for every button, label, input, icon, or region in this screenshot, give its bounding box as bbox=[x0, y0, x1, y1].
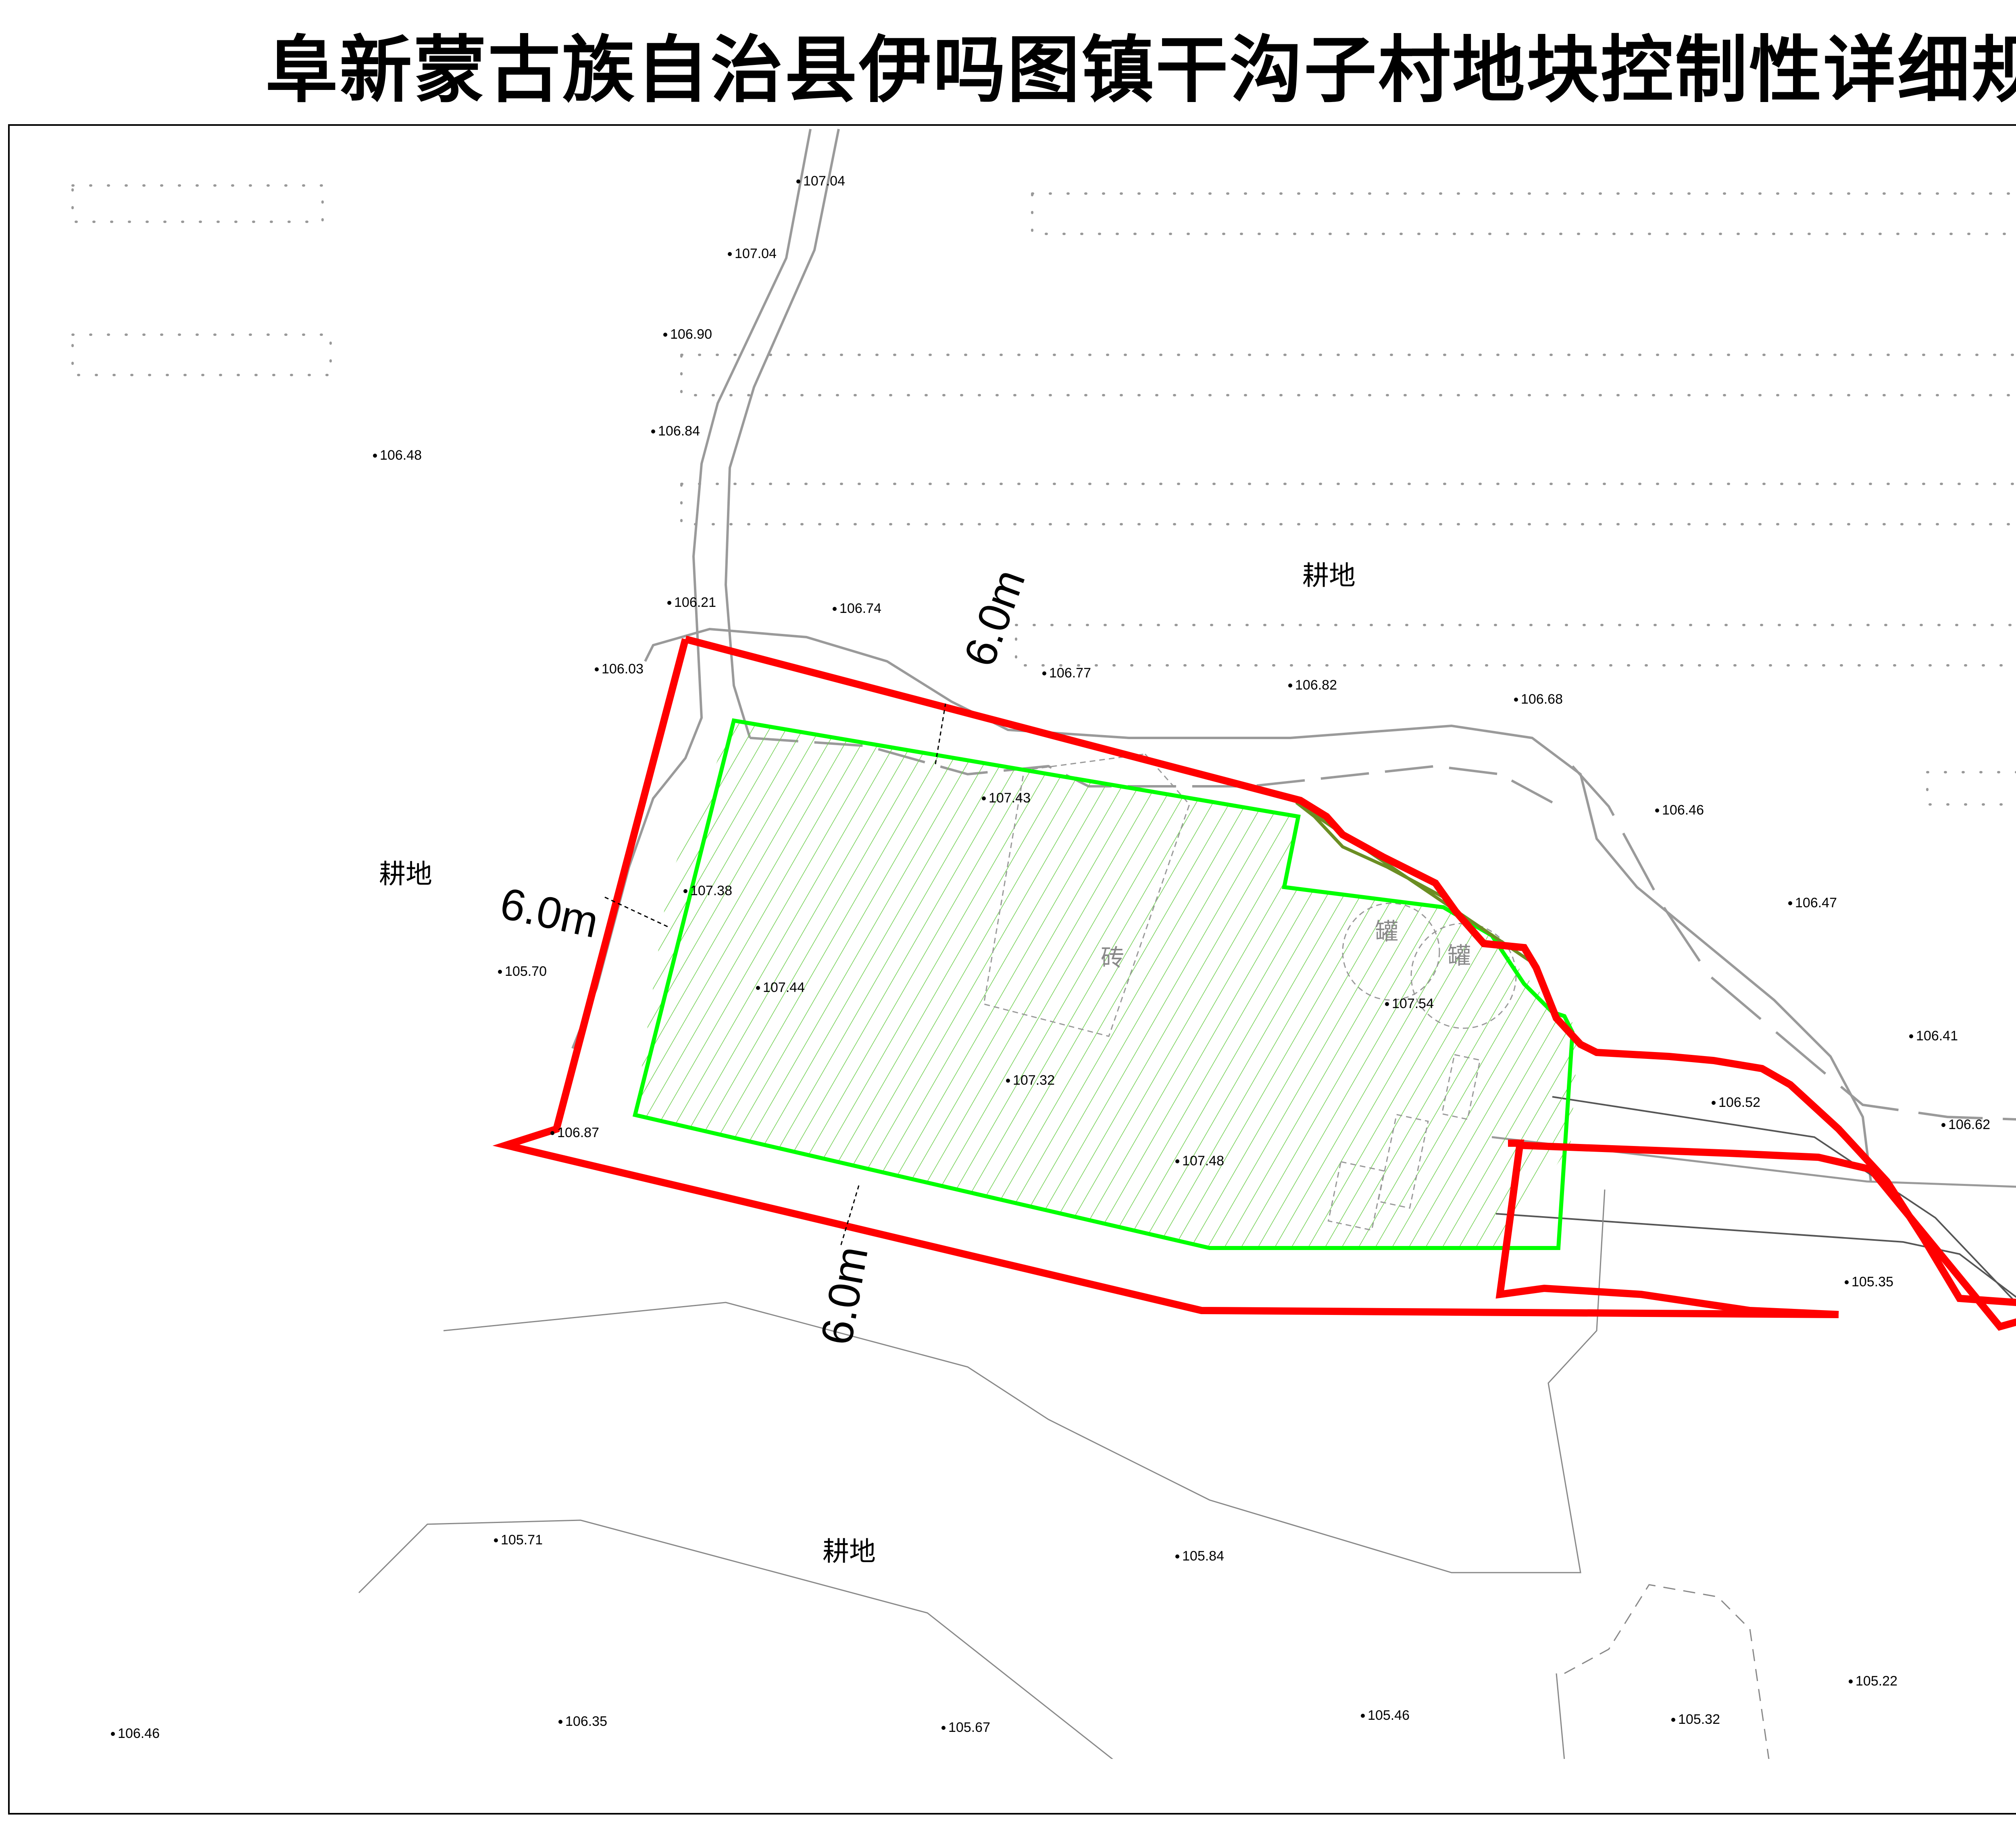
elevation-point-icon bbox=[833, 607, 837, 611]
elevation-point-icon bbox=[1006, 1079, 1010, 1083]
elevation-label: 106.21 bbox=[674, 595, 716, 610]
elevation-point-icon bbox=[683, 889, 687, 893]
elevation-point-icon bbox=[1849, 1679, 1853, 1683]
elevation-point-icon bbox=[1845, 1280, 1849, 1284]
elevation-label: 106.46 bbox=[118, 1726, 160, 1741]
elevation-point-icon bbox=[651, 429, 655, 433]
land-label-farmland-west: 耕地 bbox=[379, 858, 432, 890]
elevation-label: 105.70 bbox=[505, 964, 547, 979]
elevation-label: 106.74 bbox=[839, 601, 881, 616]
elevation-label: 106.48 bbox=[380, 448, 422, 463]
tank-label-2: 罐 bbox=[1447, 942, 1471, 969]
tank-label-1: 罐 bbox=[1375, 918, 1398, 945]
buildable-area bbox=[635, 721, 1579, 1246]
drawing-title: 阜新蒙古族自治县伊吗图镇干沟子村地块控制性详细规划图 bbox=[265, 28, 2016, 113]
elevation-label: 106.47 bbox=[1795, 895, 1837, 910]
elevation-point-icon bbox=[558, 1720, 562, 1724]
elevation-label: 107.44 bbox=[763, 980, 805, 995]
elevation-label: 107.32 bbox=[1013, 1073, 1055, 1088]
elevation-point-icon bbox=[1941, 1123, 1945, 1127]
elevation-label: 105.67 bbox=[948, 1720, 990, 1735]
drawing-frame bbox=[8, 124, 2016, 1815]
elevation-label: 106.46 bbox=[1662, 802, 1704, 818]
elevation-label: 105.46 bbox=[1368, 1708, 1410, 1723]
setback-label-north: 6.0m bbox=[954, 563, 1035, 673]
elevation-label: 105.35 bbox=[1851, 1274, 1893, 1290]
elevation-point-icon bbox=[663, 333, 667, 337]
elevation-label: 106.41 bbox=[1916, 1028, 1958, 1044]
elevation-label: 106.52 bbox=[1718, 1095, 1760, 1110]
farmland-strips bbox=[71, 184, 2016, 806]
elevation-point-icon bbox=[667, 601, 671, 605]
elevation-point-icon bbox=[1288, 683, 1292, 688]
southern-boundaries bbox=[358, 1189, 1770, 1759]
land-label-farmland-south: 耕地 bbox=[823, 1536, 876, 1567]
elevation-label: 106.77 bbox=[1049, 665, 1091, 681]
elevation-label: 105.84 bbox=[1182, 1548, 1224, 1564]
elevation-point-icon bbox=[982, 796, 986, 800]
elevation-label: 106.90 bbox=[670, 327, 712, 342]
elevation-label: 106.35 bbox=[565, 1714, 607, 1729]
elevation-label: 107.04 bbox=[803, 173, 845, 189]
elevation-point-icon bbox=[941, 1726, 946, 1730]
elevation-label: 106.87 bbox=[557, 1125, 599, 1140]
elevation-label: 106.84 bbox=[658, 423, 700, 439]
setback-dimensions bbox=[604, 703, 946, 1246]
elevation-point-icon bbox=[1175, 1554, 1179, 1558]
elevation-label: 107.04 bbox=[735, 246, 777, 261]
elevation-point-icon bbox=[373, 454, 377, 458]
elevation-point-icon bbox=[1514, 698, 1518, 702]
setback-label-west: 6.0m bbox=[496, 878, 603, 947]
elevation-point-icon bbox=[1655, 808, 1659, 813]
elevation-label: 105.71 bbox=[501, 1532, 543, 1548]
elevation-point-icon bbox=[550, 1131, 554, 1135]
elevation-point-icon bbox=[1385, 1002, 1389, 1006]
elevation-label: 107.48 bbox=[1182, 1153, 1224, 1169]
elevation-points: 107.04 107.04 106.90 106.84 106.48 106.21 106.… bbox=[111, 173, 1990, 1741]
elevation-label: 107.38 bbox=[690, 883, 732, 898]
existing-road bbox=[1495, 1096, 2016, 1304]
elevation-label: 107.54 bbox=[1392, 996, 1434, 1011]
existing-structures bbox=[983, 753, 1517, 1231]
elevation-point-icon bbox=[1909, 1034, 1913, 1038]
elevation-point-icon bbox=[498, 970, 502, 974]
elevation-label: 106.68 bbox=[1521, 692, 1563, 707]
elevation-point-icon bbox=[1361, 1714, 1365, 1718]
elevation-point-icon bbox=[728, 252, 732, 256]
brick-building-label: 砖 bbox=[1101, 944, 1124, 971]
elevation-label: 105.32 bbox=[1678, 1712, 1720, 1727]
elevation-label: 107.43 bbox=[989, 790, 1031, 806]
setback-label-south: 6.0m bbox=[812, 1243, 878, 1348]
land-label-farmland-north: 耕地 bbox=[1302, 560, 1356, 591]
elevation-label: 105.22 bbox=[1856, 1673, 1897, 1689]
elevation-point-icon bbox=[1175, 1159, 1179, 1163]
site-boundary-line bbox=[684, 635, 2016, 1306]
elevation-label: 106.82 bbox=[1295, 677, 1337, 693]
elevation-point-icon bbox=[494, 1538, 498, 1542]
elevation-point-icon bbox=[756, 986, 760, 990]
elevation-label: 106.03 bbox=[602, 661, 644, 677]
elevation-point-icon bbox=[1788, 901, 1792, 905]
elevation-point-icon bbox=[111, 1732, 115, 1736]
elevation-label: 106.62 bbox=[1948, 1117, 1990, 1132]
elevation-point-icon bbox=[796, 179, 800, 183]
elevation-point-icon bbox=[1671, 1718, 1675, 1722]
elevation-point-icon bbox=[1712, 1101, 1716, 1105]
elevation-point-icon bbox=[595, 667, 599, 671]
elevation-point-icon bbox=[1042, 671, 1046, 675]
